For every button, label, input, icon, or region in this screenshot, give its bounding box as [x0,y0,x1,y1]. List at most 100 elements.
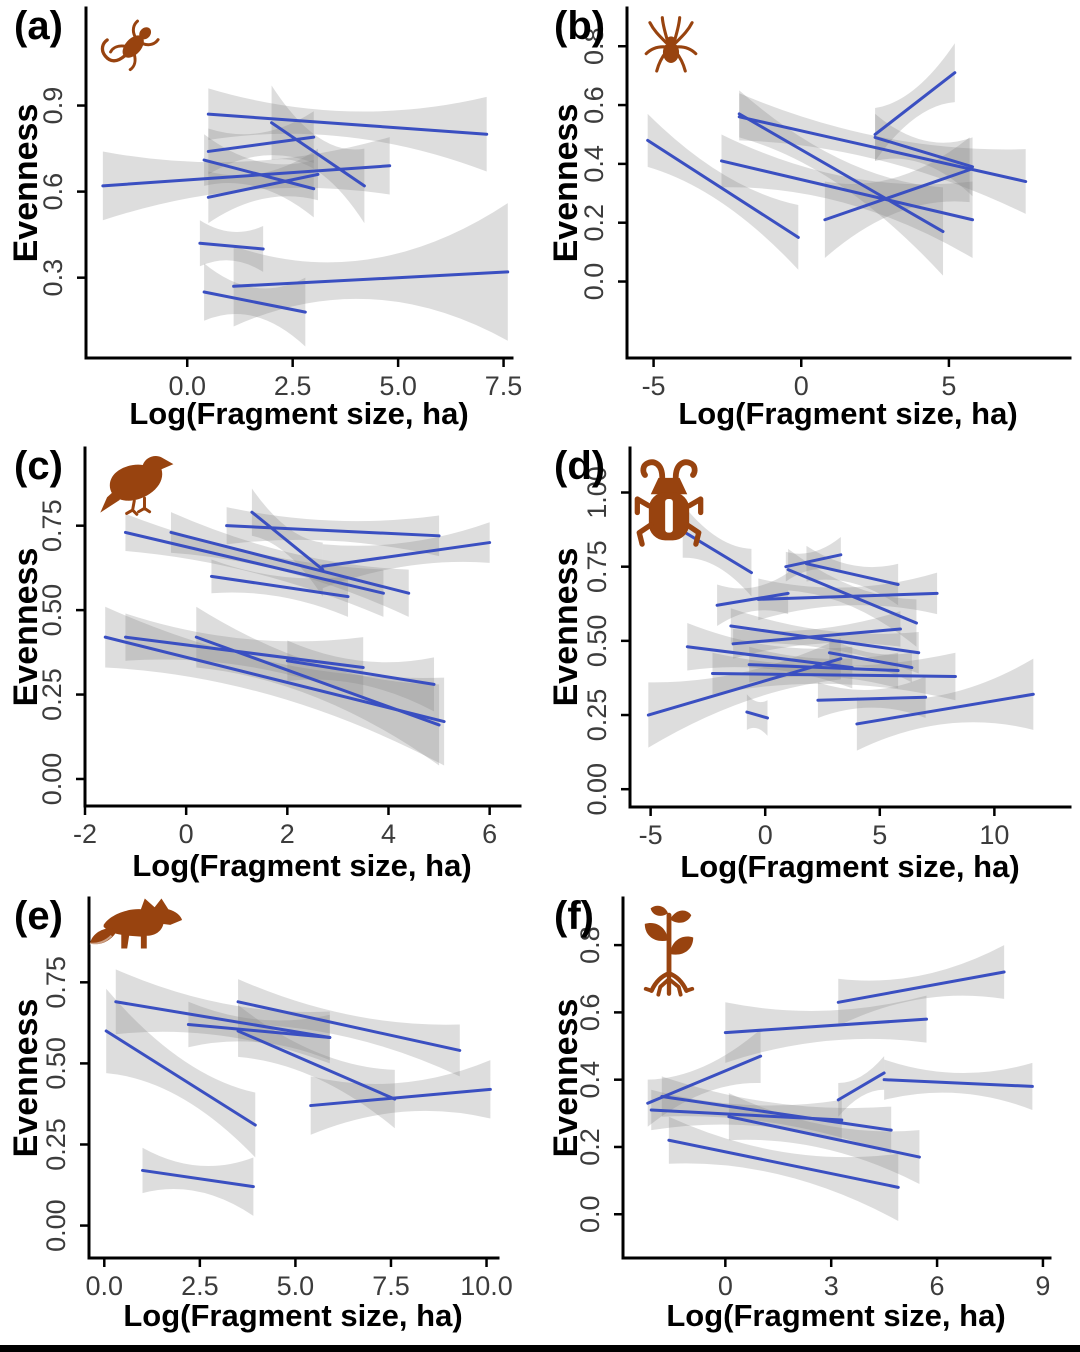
x-tick-label: 2.5 [274,371,312,401]
y-tick-label: 0.6 [579,86,609,124]
y-axis-title: Evenness [547,103,585,263]
x-axis-title: Log(Fragment size, ha) [132,848,472,883]
x-tick-label: 0.0 [86,1271,124,1301]
x-tick-label: 0 [794,371,809,401]
data-layer [101,85,510,347]
ci-band [287,640,435,712]
y-axis-title: Evenness [7,998,45,1158]
ci-band [204,263,306,347]
data-layer [103,488,492,766]
x-tick-label: 5.0 [379,371,417,401]
regression-line [667,1138,900,1189]
y-tick-label: 0.25 [37,668,67,721]
y-tick-label: 0.8 [575,926,605,964]
x-tick-label: 0.0 [168,371,206,401]
data-layer [104,969,492,1216]
regression-line [141,1168,255,1189]
regression-line [737,112,945,234]
regression-line [646,1054,763,1105]
regression-line [206,112,489,136]
x-tick-label: -5 [642,371,666,401]
regression-line [816,695,928,702]
regression-line [646,138,800,239]
y-tick-label: 0.00 [41,1199,71,1252]
y-tick-label: 0.6 [38,173,68,211]
regression-line [873,71,957,136]
regression-line [745,710,769,720]
data-layer [646,504,1035,751]
panel-label: (f) [554,894,594,938]
x-tick-label: 7.5 [485,371,523,401]
x-tick-label: 3 [824,1271,839,1301]
ci-band [170,512,409,617]
regression-line [104,1029,257,1127]
x-tick-label: 0 [758,820,773,850]
y-tick-label: 0.9 [38,87,68,125]
y-tick-label: 0.50 [37,584,67,637]
x-tick-label: 6 [930,1271,945,1301]
x-axis-title: Log(Fragment size, ha) [666,1298,1006,1333]
ci-band [102,137,390,221]
y-tick-label: 1.00 [582,466,612,519]
bird-icon [100,456,174,516]
regression-line [660,1095,893,1132]
plot-area-f: 0 3 6 9 0.0 0.2 0.4 0.6 0.8 [575,896,1052,1301]
regression-line [823,168,972,222]
regression-line [727,1115,921,1159]
regression-line [123,530,385,595]
x-tick-label: 10.0 [460,1271,513,1301]
plot-area-a: 0.0 2.5 5.0 7.5 0.3 0.6 0.9 [38,6,523,401]
x-axis-title: Log(Fragment size, ha) [680,849,1020,884]
x-tick-label: 2 [280,819,295,849]
ci-band [208,88,487,172]
plot-area-b: -5 0 5 0.0 0.2 0.4 0.6 0.8 [579,6,1072,401]
panel-label: (e) [14,894,63,938]
ci-band [106,988,256,1158]
ci-band [739,90,944,276]
x-tick-label: 6 [482,819,497,849]
x-tick-label: 5 [941,371,956,401]
y-tick-label: 0.00 [37,753,67,806]
regression-line [236,1000,462,1052]
ci-band [142,1147,254,1216]
regression-line [114,1000,332,1039]
y-tick-label: 0.25 [582,689,612,742]
x-tick-label: 0 [718,1271,733,1301]
panel-f: 0 3 6 9 0.0 0.2 0.4 0.6 0.8 (f) [540,890,1080,1352]
ci-band [238,979,460,1077]
x-axis-title: Log(Fragment size, ha) [678,396,1018,431]
regression-line [827,651,914,670]
ci-band [725,995,927,1063]
ci-band [721,134,973,258]
ci-band [668,1116,899,1221]
regression-line [720,159,975,222]
y-tick-label: 0.2 [579,204,609,242]
regression-line [731,627,902,646]
y-tick-label: 0.3 [38,259,68,297]
axis-line [84,6,514,360]
y-axis-title: Evenness [547,998,585,1158]
x-tick-label: -5 [639,820,663,850]
ci-band [115,969,330,1064]
x-tick-label: 2.5 [181,1271,219,1301]
regression-line [747,663,900,673]
x-tick-label: 4 [381,819,396,849]
panel-label: (b) [554,4,606,48]
bottom-black-bar [0,1345,1080,1352]
ci-band [824,137,970,258]
regression-line [756,591,939,601]
panel-e: 0.0 2.5 5.0 7.5 10.0 0.00 0.25 0.50 0.75 (e) [0,890,540,1352]
y-tick-label: 0.0 [579,263,609,301]
data-layer [646,945,1034,1221]
lizard-icon [100,19,160,72]
y-tick-label: 0.4 [575,1061,605,1099]
regression-line [855,692,1035,726]
ci-band [739,93,1026,214]
regression-line [836,970,1006,1004]
axis-line [621,896,1052,1260]
plot-area-d: -5 0 5 10 0.00 0.25 0.50 0.75 1.00 [582,446,1072,850]
regression-line [225,524,441,538]
data-layer [646,43,1028,276]
y-tick-label: 0.50 [41,1037,71,1090]
x-axis-title: Log(Fragment size, ha) [129,396,469,431]
